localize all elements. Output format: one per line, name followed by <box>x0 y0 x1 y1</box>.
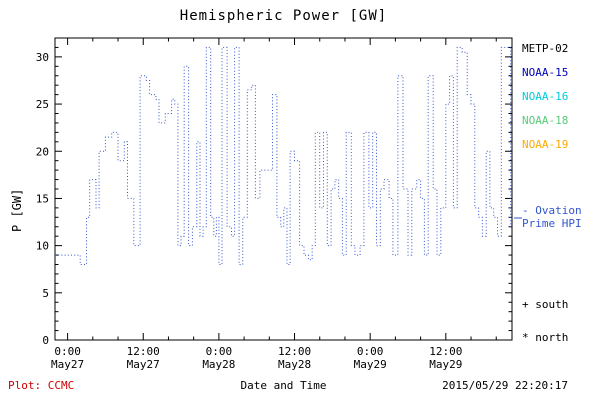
svg-text:May28: May28 <box>202 358 235 371</box>
svg-text:5: 5 <box>42 287 49 300</box>
axes-frame <box>54 37 513 341</box>
svg-text:May27: May27 <box>127 358 160 371</box>
svg-text:May28: May28 <box>278 358 311 371</box>
legend-ovation-line2: Prime HPI <box>522 217 582 230</box>
svg-text:0:00: 0:00 <box>54 345 81 358</box>
svg-text:25: 25 <box>36 98 49 111</box>
svg-text:12:00: 12:00 <box>429 345 462 358</box>
svg-text:0:00: 0:00 <box>206 345 233 358</box>
legend-ovation-line1: - Ovation <box>522 204 582 217</box>
plot-credit: Plot: CCMC <box>8 379 75 392</box>
legend-item-noaa16: NOAA-16 <box>522 90 569 103</box>
svg-text:May29: May29 <box>429 358 462 371</box>
legend-ovation-prime-hpi: - Ovation Prime HPI <box>522 204 582 230</box>
svg-text:May27: May27 <box>51 358 84 371</box>
svg-text:15: 15 <box>36 192 49 205</box>
svg-text:30: 30 <box>36 51 49 64</box>
legend-north-marker: * north <box>522 331 569 344</box>
legend-item-noaa18: NOAA-18 <box>522 114 569 127</box>
svg-text:May29: May29 <box>354 358 387 371</box>
svg-text:0:00: 0:00 <box>357 345 384 358</box>
svg-text:10: 10 <box>36 240 49 253</box>
svg-text:0: 0 <box>42 334 49 347</box>
chart-title: Hemispheric Power [GW] <box>179 8 388 24</box>
x-axis-label: Date and Time <box>240 379 327 392</box>
legend-item-noaa15: NOAA-15 <box>522 66 569 79</box>
hpi-step-line <box>55 46 512 265</box>
svg-text:12:00: 12:00 <box>127 345 160 358</box>
legend-item-metp02: METP-02 <box>522 42 569 55</box>
legend-south-marker: + south <box>522 298 569 311</box>
timestamp: 2015/05/29 22:20:17 <box>442 379 568 392</box>
svg-text:20: 20 <box>36 145 49 158</box>
legend-item-noaa19: NOAA-19 <box>522 138 569 151</box>
svg-text:12:00: 12:00 <box>278 345 311 358</box>
